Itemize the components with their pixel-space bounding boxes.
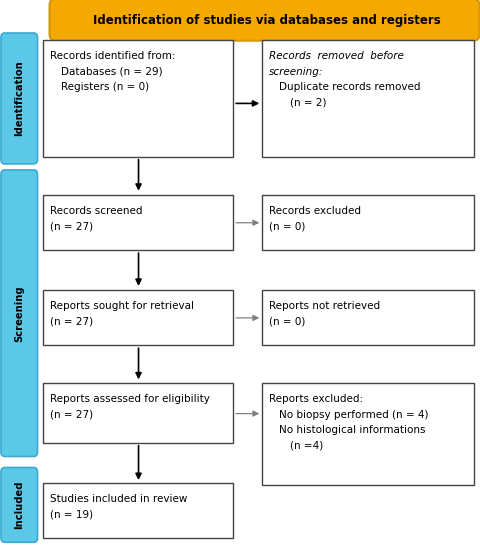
- Text: (n = 0): (n = 0): [268, 317, 305, 327]
- Text: Registers (n = 0): Registers (n = 0): [60, 82, 148, 92]
- Text: No histological informations: No histological informations: [279, 425, 425, 435]
- Text: Included: Included: [14, 481, 24, 529]
- Text: No biopsy performed (n = 4): No biopsy performed (n = 4): [279, 410, 428, 420]
- FancyBboxPatch shape: [49, 0, 479, 41]
- Text: (n = 27): (n = 27): [50, 317, 93, 327]
- FancyBboxPatch shape: [1, 33, 37, 164]
- Text: Records excluded: Records excluded: [268, 206, 360, 216]
- Text: Reports assessed for eligibility: Reports assessed for eligibility: [50, 394, 209, 404]
- Text: (n = 27): (n = 27): [50, 222, 93, 232]
- FancyBboxPatch shape: [262, 383, 473, 485]
- Text: Studies included in review: Studies included in review: [50, 494, 187, 504]
- Text: Reports excluded:: Reports excluded:: [268, 394, 362, 404]
- Text: (n =4): (n =4): [289, 441, 323, 450]
- FancyBboxPatch shape: [43, 483, 233, 538]
- FancyBboxPatch shape: [43, 40, 233, 157]
- FancyBboxPatch shape: [43, 383, 233, 443]
- Text: (n = 2): (n = 2): [289, 97, 326, 107]
- Text: Identification of studies via databases and registers: Identification of studies via databases …: [93, 14, 440, 28]
- Text: Records screened: Records screened: [50, 206, 142, 216]
- FancyBboxPatch shape: [1, 468, 37, 542]
- Text: screening:: screening:: [268, 67, 323, 76]
- Text: Identification: Identification: [14, 60, 24, 136]
- Text: (n = 27): (n = 27): [50, 410, 93, 420]
- Text: Reports not retrieved: Reports not retrieved: [268, 301, 379, 311]
- FancyBboxPatch shape: [1, 170, 37, 456]
- FancyBboxPatch shape: [262, 40, 473, 157]
- Text: (n = 0): (n = 0): [268, 222, 305, 232]
- Text: Duplicate records removed: Duplicate records removed: [279, 82, 420, 92]
- Text: Screening: Screening: [14, 285, 24, 342]
- FancyBboxPatch shape: [43, 290, 233, 345]
- Text: Records  removed  before: Records removed before: [268, 51, 403, 61]
- FancyBboxPatch shape: [262, 290, 473, 345]
- Text: Records identified from:: Records identified from:: [50, 51, 175, 61]
- Text: Reports sought for retrieval: Reports sought for retrieval: [50, 301, 193, 311]
- Text: (n = 19): (n = 19): [50, 509, 93, 519]
- FancyBboxPatch shape: [43, 195, 233, 250]
- Text: Databases (n = 29): Databases (n = 29): [60, 67, 162, 76]
- FancyBboxPatch shape: [262, 195, 473, 250]
